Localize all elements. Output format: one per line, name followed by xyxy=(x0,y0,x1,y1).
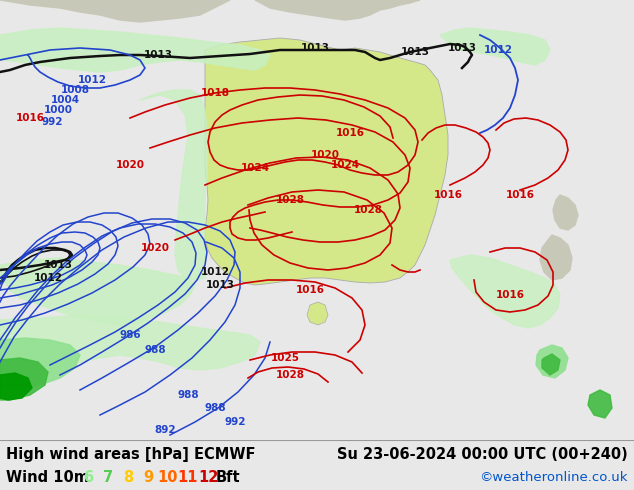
Polygon shape xyxy=(0,28,270,72)
Text: 8: 8 xyxy=(123,469,133,485)
Polygon shape xyxy=(440,28,550,65)
Polygon shape xyxy=(450,255,560,328)
Polygon shape xyxy=(553,195,578,230)
Text: 1012: 1012 xyxy=(484,45,512,55)
Text: 1020: 1020 xyxy=(311,150,339,160)
Text: 1016: 1016 xyxy=(295,285,325,295)
Text: 1012: 1012 xyxy=(77,75,107,85)
Polygon shape xyxy=(536,345,568,378)
Polygon shape xyxy=(255,0,420,20)
Text: 1012: 1012 xyxy=(200,267,230,277)
Text: 1028: 1028 xyxy=(276,195,304,205)
Text: Su 23-06-2024 00:00 UTC (00+240): Su 23-06-2024 00:00 UTC (00+240) xyxy=(337,446,628,462)
Text: 1013: 1013 xyxy=(143,50,172,60)
Text: 1016: 1016 xyxy=(496,290,524,300)
Polygon shape xyxy=(588,390,612,418)
Text: 1013: 1013 xyxy=(205,280,235,290)
Text: 1016: 1016 xyxy=(505,190,534,200)
Text: 988: 988 xyxy=(144,345,166,355)
Polygon shape xyxy=(307,302,328,325)
Text: 988: 988 xyxy=(204,403,226,413)
Text: 1013: 1013 xyxy=(301,43,330,53)
Text: 1016: 1016 xyxy=(15,113,44,123)
Polygon shape xyxy=(0,315,260,375)
Text: 1016: 1016 xyxy=(434,190,462,200)
Text: 1013: 1013 xyxy=(448,43,477,53)
Polygon shape xyxy=(0,358,48,400)
Text: 988: 988 xyxy=(177,390,199,400)
Polygon shape xyxy=(540,235,572,280)
Text: 1000: 1000 xyxy=(44,105,72,115)
Text: 986: 986 xyxy=(119,330,141,340)
Text: 1020: 1020 xyxy=(115,160,145,170)
Polygon shape xyxy=(0,373,32,400)
Polygon shape xyxy=(0,0,230,22)
Polygon shape xyxy=(542,354,560,375)
Text: 1020: 1020 xyxy=(141,243,169,253)
Text: Bft: Bft xyxy=(216,469,240,485)
Text: 12: 12 xyxy=(198,469,218,485)
Text: 1004: 1004 xyxy=(51,95,79,105)
Text: 11: 11 xyxy=(178,469,198,485)
Text: 1028: 1028 xyxy=(354,205,382,215)
Text: 992: 992 xyxy=(224,417,246,427)
Polygon shape xyxy=(205,38,448,285)
Text: 1012: 1012 xyxy=(34,273,63,283)
Polygon shape xyxy=(0,338,80,390)
Text: 6: 6 xyxy=(83,469,93,485)
Text: 1024: 1024 xyxy=(330,160,359,170)
Text: 10: 10 xyxy=(158,469,178,485)
Polygon shape xyxy=(140,90,207,280)
Text: 9: 9 xyxy=(143,469,153,485)
Text: High wind areas [hPa] ECMWF: High wind areas [hPa] ECMWF xyxy=(6,446,256,462)
Polygon shape xyxy=(0,258,195,325)
Text: Wind 10m: Wind 10m xyxy=(6,469,89,485)
Text: 1024: 1024 xyxy=(240,163,269,173)
Text: ©weatheronline.co.uk: ©weatheronline.co.uk xyxy=(479,470,628,484)
Text: 1013: 1013 xyxy=(44,260,72,270)
Text: 1008: 1008 xyxy=(60,85,89,95)
Text: 7: 7 xyxy=(103,469,113,485)
Text: 1016: 1016 xyxy=(335,128,365,138)
Text: 892: 892 xyxy=(154,425,176,435)
Text: 992: 992 xyxy=(41,117,63,127)
Text: 1013: 1013 xyxy=(401,47,429,57)
Text: 1028: 1028 xyxy=(276,370,304,380)
Text: 1018: 1018 xyxy=(200,88,230,98)
Text: 1025: 1025 xyxy=(271,353,299,363)
